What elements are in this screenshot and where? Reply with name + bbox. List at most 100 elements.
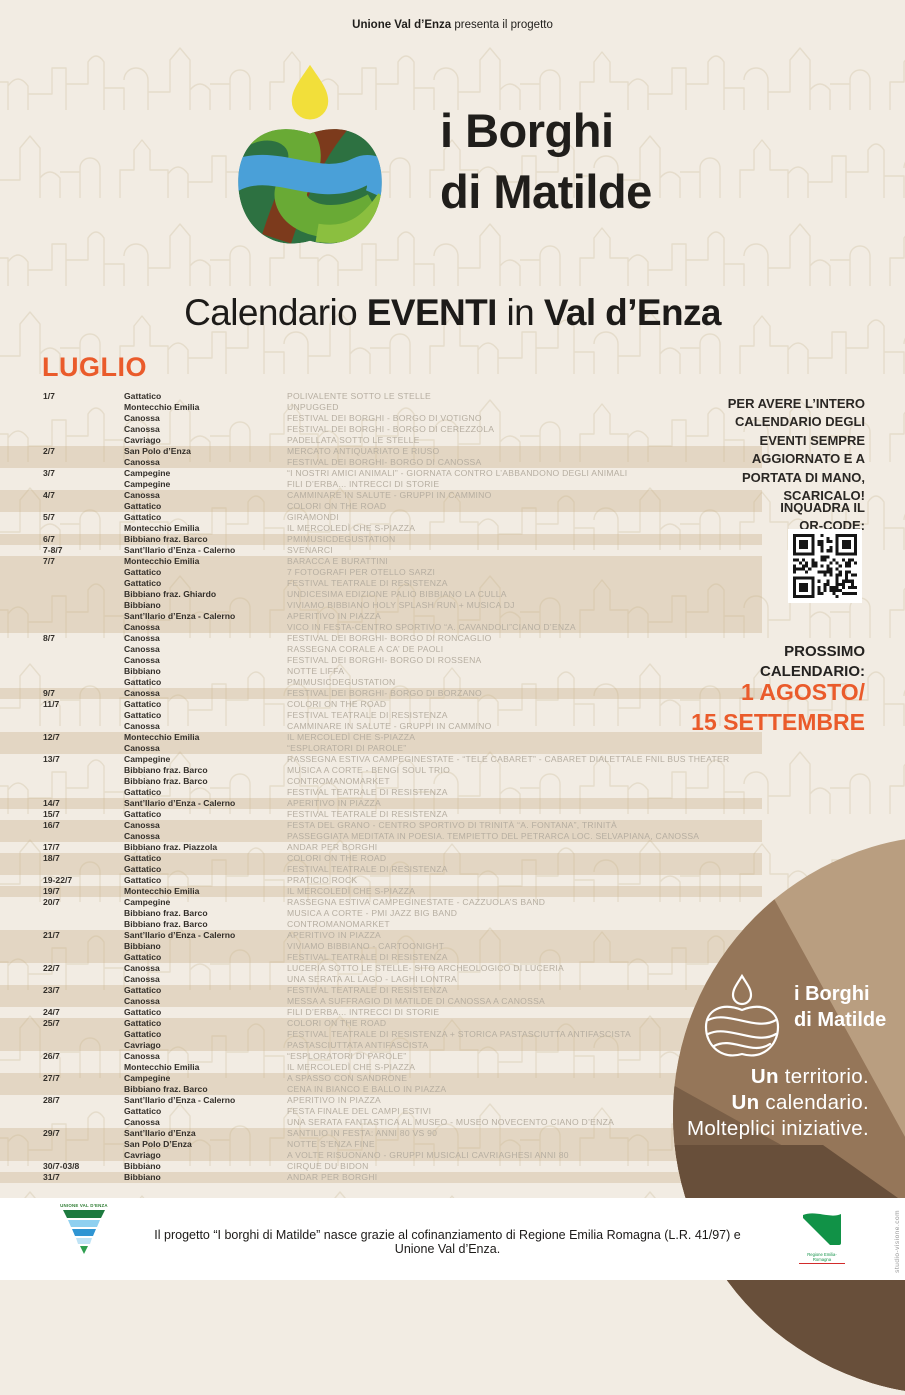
event-date [43, 1106, 124, 1117]
event-date [43, 1117, 124, 1128]
unione-shield-icon [63, 1210, 105, 1254]
event-title: MUSICA A CORTE - PMI JAZZ BIG BAND [287, 908, 458, 918]
event-group: 27/7 Campegine A SPASSO CON SANDRONE Bibbia… [0, 1073, 762, 1095]
event-group: 4/7 Canossa CAMMINARE IN SALUTE - GRUPPI I… [0, 490, 762, 512]
event-place: Sant’Ilario d’Enza - Calerno [124, 545, 236, 555]
event-row: 14/7 Sant’Ilario d’Enza - Calerno APERITIV… [0, 798, 762, 809]
event-date: 1/7 [43, 391, 55, 401]
event-row: Canossa VICO IN FESTA-CENTRO SPORTIVO “A.… [0, 622, 762, 633]
event-place: Canossa [124, 622, 160, 632]
event-date [43, 457, 124, 468]
event-date: 11/7 [43, 699, 60, 709]
regione-caption: Regione Emilia-Romagna [799, 1252, 845, 1264]
event-group: 7-8/7 Sant’Ilario d’Enza - Calerno SVENARC… [0, 545, 762, 556]
event-group: 30/7-03/8 Bibbiano CIRQUE DU BIDON [0, 1161, 762, 1172]
event-row: Canossa “ESPLORATORI DI PAROLE” [0, 743, 762, 754]
event-title: GIRAMONDI [287, 512, 339, 522]
event-row: Canossa FESTIVAL DEI BORGHI- BORGO DI CAN… [0, 457, 762, 468]
presenter-name: Unione Val d’Enza [352, 19, 452, 31]
event-date: 6/7 [43, 534, 55, 544]
event-place: Gattatico [124, 864, 162, 874]
event-title: A SPASSO CON SANDRONE [287, 1073, 408, 1083]
event-row: 23/7 Gattatico FESTIVAL TEATRALE DI RESIST… [0, 985, 762, 996]
event-row: 29/7 Sant’Ilario d’Enza SANTILIO IN FESTA:… [0, 1128, 762, 1139]
qr-code[interactable] [788, 529, 862, 603]
event-row: Bibbiano fraz. Barco MUSICA A CORTE - BEN… [0, 765, 762, 776]
event-row: Gattatico FESTIVAL TEATRALE DI RESISTENZA [0, 787, 762, 798]
event-date [43, 402, 124, 413]
event-date [43, 501, 124, 512]
event-date: 3/7 [43, 468, 55, 478]
regione-er-icon [803, 1207, 841, 1245]
event-place: Montecchio Emilia [124, 732, 200, 742]
event-group: 19/7 Montecchio Emilia IL MERCOLEDÌ CHE S-… [0, 886, 762, 897]
event-date [43, 1040, 124, 1051]
event-place: Bibbiano fraz. Piazzola [124, 842, 218, 852]
event-date: 30/7-03/8 [43, 1161, 80, 1171]
event-row: Gattatico COLORI ON THE ROAD [0, 501, 762, 512]
event-row: 12/7 Montecchio Emilia IL MERCOLEDÌ CHE S-… [0, 732, 762, 743]
event-place: Canossa [124, 457, 160, 467]
next-calendar-dates: 1 AGOSTO/ 15 SETTEMBRE [691, 679, 865, 736]
qr-code-image [793, 534, 857, 598]
promo-text: PER AVERE L’INTERO CALENDARIO DEGLI EVEN… [727, 396, 865, 504]
event-row: Canossa UNA SERATA FANTASTICA AL MUSEO - … [0, 1117, 762, 1128]
event-title: APERITIVO IN PIAZZA [287, 798, 382, 808]
event-title: PASTASCIUTTATA ANTIFASCISTA [287, 1040, 429, 1050]
event-row: Bibbiano fraz. Barco CENA IN BIANCO E BAL… [0, 1084, 762, 1095]
event-row: 24/7 Gattatico FILI D’ERBA... INTRECCI DI … [0, 1007, 762, 1018]
event-row: Bibbiano fraz. Barco CONTROMANOMARKET [0, 776, 762, 787]
event-title: PADELLATA SOTTO LE STELLE [287, 435, 420, 445]
event-place: Cavriago [124, 1040, 161, 1050]
event-group: 3/7 Campegine “I NOSTRI AMICI ANIMALI” - G… [0, 468, 762, 490]
event-place: Gattatico [124, 391, 162, 401]
event-date: 19/7 [43, 886, 60, 896]
event-place: Montecchio Emilia [124, 556, 200, 566]
event-place: Canossa [124, 743, 160, 753]
event-group: 24/7 Gattatico FILI D’ERBA... INTRECCI DI … [0, 1007, 762, 1018]
event-row: Montecchio Emilia UNPUGGED [0, 402, 762, 413]
event-row: 19/7 Montecchio Emilia IL MERCOLEDÌ CHE S-… [0, 886, 762, 897]
event-group: 19-22/7 Gattatico PRATICIO ROCK [0, 875, 762, 886]
event-place: Gattatico [124, 1029, 162, 1039]
event-place: Canossa [124, 490, 160, 500]
event-title: SVENARCI [287, 545, 333, 555]
event-title: NOTTE S’ENZA FINE [287, 1139, 375, 1149]
event-date: 23/7 [43, 985, 60, 995]
event-title: PASSEGGIATA MEDITATA IN POESIA. TEMPIETT… [287, 831, 700, 841]
event-place: Campegine [124, 754, 171, 764]
event-group: 26/7 Canossa “ESPLORATORI DI PAROLE” Montec… [0, 1051, 762, 1073]
event-title: UNA SERATA AL LAGO - LAGHI LONTRA [287, 974, 457, 984]
event-title: SANTILIO IN FESTA: ANNI 80 VS 90 [287, 1128, 438, 1138]
event-place: Campegine [124, 468, 171, 478]
event-title: UNA SERATA FANTASTICA AL MUSEO - MUSEO N… [287, 1117, 615, 1127]
event-place: Bibbiano fraz. Ghiardo [124, 589, 217, 599]
event-place: Canossa [124, 1117, 160, 1127]
event-date: 15/7 [43, 809, 60, 819]
event-place: Campegine [124, 1073, 171, 1083]
event-place: Sant’Ilario d’Enza - Calerno [124, 930, 236, 940]
unione-val-denza-logo: UNIONE VAL D’ENZA [54, 1203, 114, 1261]
event-title: IL MERCOLEDÌ CHE S-PIAZZA [287, 523, 416, 533]
event-row: Canossa FESTIVAL DEI BORGHI - BORGO DI CE… [0, 424, 762, 435]
event-group: 18/7 Gattatico COLORI ON THE ROAD Gattatico… [0, 853, 762, 875]
event-date [43, 721, 124, 732]
event-date: 9/7 [43, 688, 55, 698]
event-row: Cavriago A VOLTE RISUONANO - GRUPPI MUSIC… [0, 1150, 762, 1161]
event-row: Campegine FILI D’ERBA... INTRECCI DI STOR… [0, 479, 762, 490]
event-title: PRATICIO ROCK [287, 875, 358, 885]
event-title: FILI D’ERBA... INTRECCI DI STORIE [287, 1007, 440, 1017]
footer: UNIONE VAL D’ENZA Il progetto “I borghi … [0, 1198, 905, 1280]
event-date: 20/7 [43, 897, 60, 907]
event-place: San Polo D’Enza [124, 1139, 192, 1149]
event-title: FILI D’ERBA... INTRECCI DI STORIE [287, 479, 440, 489]
event-row: 7/7 Montecchio Emilia BARACCA E BURATTINI [0, 556, 762, 567]
event-row: Bibbiano fraz. Barco CONTROMANOMARKET [0, 919, 762, 930]
event-place: Bibbiano [124, 600, 161, 610]
event-title: CAMMINARE IN SALUTE - GRUPPI IN CAMMINO [287, 721, 492, 731]
event-title: COLORI ON THE ROAD [287, 1018, 387, 1028]
event-title: APERITIVO IN PIAZZA [287, 1095, 382, 1105]
event-title: UNPUGGED [287, 402, 339, 412]
event-place: Gattatico [124, 501, 162, 511]
event-date: 12/7 [43, 732, 60, 742]
